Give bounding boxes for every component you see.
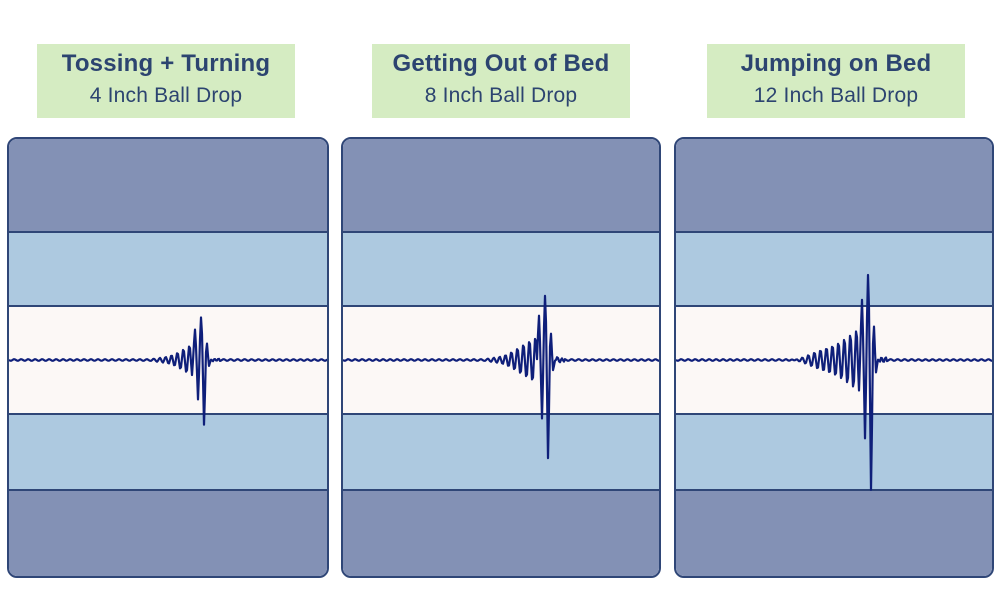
mattress-top-layer xyxy=(343,139,659,231)
panel-title: Jumping on Bed xyxy=(740,50,932,77)
panel-subtitle: 12 Inch Ball Drop xyxy=(753,84,919,107)
panel-title: Tossing + Turning xyxy=(61,50,271,77)
mattress-diagram xyxy=(341,137,661,578)
panel-subtitle: 8 Inch Ball Drop xyxy=(424,84,578,107)
mattress-bottom-layer xyxy=(9,489,327,576)
panel-label: Tossing + Turning 4 Inch Ball Drop xyxy=(37,44,295,118)
mattress-diagram xyxy=(7,137,329,578)
motion-waveform xyxy=(676,273,992,491)
mattress-upper-layer xyxy=(343,231,659,305)
mattress-upper-layer xyxy=(676,231,992,305)
mattress-lower-layer xyxy=(9,415,327,489)
mattress-bottom-layer xyxy=(676,489,992,576)
waveform-line xyxy=(9,316,327,426)
mattress-top-layer xyxy=(676,139,992,231)
motion-waveform xyxy=(343,294,659,460)
waveform-line xyxy=(676,273,992,491)
motion-waveform xyxy=(9,316,327,426)
mattress-upper-layer xyxy=(9,231,327,305)
mattress-lower-layer xyxy=(343,415,659,489)
mattress-diagram xyxy=(674,137,994,578)
mattress-lower-layer xyxy=(676,415,992,489)
mattress-bottom-layer xyxy=(343,489,659,576)
waveform-line xyxy=(343,294,659,460)
panel-title: Getting Out of Bed xyxy=(392,50,610,77)
panel-label: Jumping on Bed 12 Inch Ball Drop xyxy=(707,44,965,118)
panel-label: Getting Out of Bed 8 Inch Ball Drop xyxy=(372,44,630,118)
panel-subtitle: 4 Inch Ball Drop xyxy=(89,84,243,107)
mattress-top-layer xyxy=(9,139,327,231)
